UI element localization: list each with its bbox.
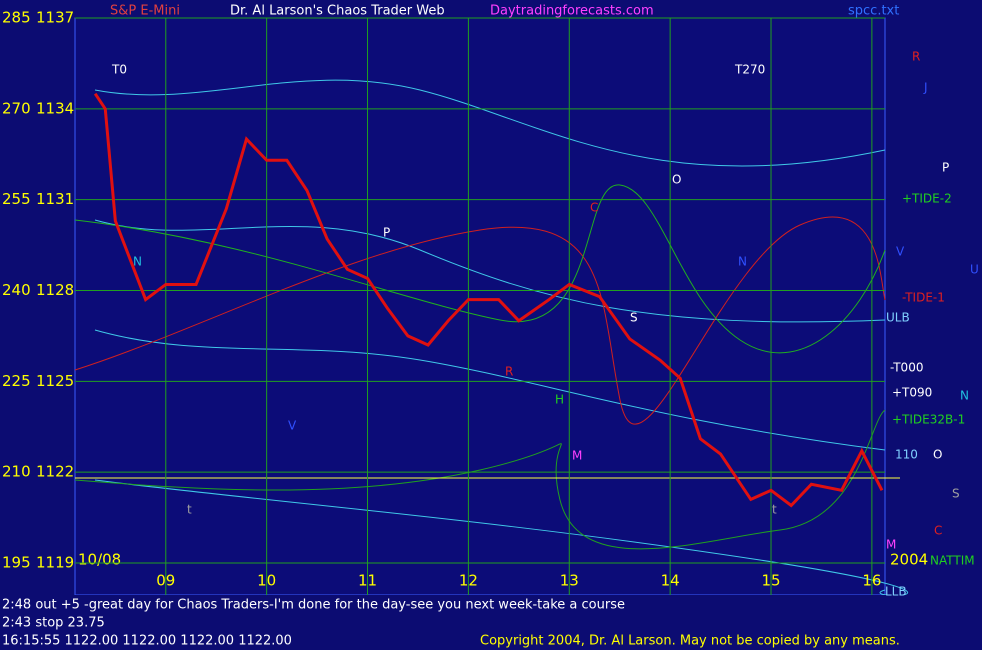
annotation: M [886, 538, 896, 552]
y2-tick-label: 1119 [36, 554, 74, 572]
x-tick-label: 15 [761, 572, 780, 590]
y-tick-label: 210 [2, 463, 31, 481]
footer-area [0, 595, 982, 650]
annotation: N [133, 255, 142, 269]
annotation: O [933, 448, 942, 462]
copyright: Copyright 2004, Dr. Al Larson. May not b… [480, 634, 900, 649]
annotation: +TIDE-2 [902, 192, 952, 206]
annotation: U [970, 263, 979, 277]
plot-area [74, 17, 886, 596]
y2-tick-label: 1137 [36, 9, 74, 27]
footer-line: 2:43 stop 23.75 [2, 616, 105, 631]
x-tick-label: 09 [156, 572, 175, 590]
annotation: T270 [734, 63, 765, 77]
annotation: S [952, 487, 960, 501]
annotation: -TIDE-1 [902, 291, 945, 305]
footer-line: 16:15:55 1122.00 1122.00 1122.00 1122.00 [2, 634, 292, 649]
tide-line [74, 216, 886, 425]
annotation: R [912, 50, 920, 64]
chart-subtitle: Daytradingforecasts.com [490, 4, 654, 19]
band-line [94, 219, 886, 323]
band-line [94, 79, 886, 167]
annotation: C [590, 201, 598, 215]
x-tick-label: 12 [459, 572, 478, 590]
annotation: +TIDE32B-1 [892, 413, 965, 427]
footer-line: 2:48 out +5 -great day for Chaos Traders… [2, 598, 625, 613]
annotation: +T090 [892, 386, 932, 400]
price-line [93, 92, 884, 508]
annotation: C [934, 524, 942, 538]
y-tick-label: 240 [2, 281, 31, 299]
annotation: T0 [111, 63, 127, 77]
annotation: M [572, 449, 582, 463]
annotation: S [630, 311, 638, 325]
annotation: t [187, 503, 192, 517]
y-tick-label: 270 [2, 99, 31, 117]
y2-tick-label: 1134 [36, 99, 74, 117]
y2-tick-label: 1125 [36, 372, 74, 390]
annotation: O [672, 173, 681, 187]
tide-line [74, 409, 886, 550]
x-tick-label: 16 [862, 572, 881, 590]
x-tick-label: 13 [560, 572, 579, 590]
x-tick-label: 14 [661, 572, 680, 590]
y-tick-label: 255 [2, 190, 31, 208]
annotation: LLB [885, 585, 907, 599]
annotation: J [923, 81, 928, 95]
y-tick-label: 225 [2, 372, 31, 390]
date-label: 10/08 [78, 551, 121, 569]
annotation: -T000 [890, 361, 923, 375]
tide-line [74, 184, 886, 354]
annotation: R [505, 365, 513, 379]
annotation: P [942, 161, 949, 175]
x-tick-label: 10 [257, 572, 276, 590]
annotation: N [960, 389, 969, 403]
annotation: t [772, 503, 777, 517]
y-tick-label: 285 [2, 9, 31, 27]
annotation: ULB [886, 311, 910, 325]
band-line [94, 329, 886, 451]
chart-title: Dr. Al Larson's Chaos Trader Web [230, 4, 445, 19]
annotation: H [555, 393, 564, 407]
y2-tick-label: 1131 [36, 190, 74, 208]
y2-tick-label: 1128 [36, 281, 74, 299]
annotation: P [383, 226, 390, 240]
annotation: V [896, 245, 905, 259]
year-label: 2004 [890, 551, 928, 569]
y-tick-label: 195 [2, 554, 31, 572]
annotation: N [738, 255, 747, 269]
file-name: spcc.txt [848, 4, 899, 19]
annotation: 110 [895, 448, 918, 462]
x-tick-label: 11 [358, 572, 377, 590]
symbol: S&P E-Mini [110, 4, 180, 19]
annotation: V [288, 419, 297, 433]
annotation: NATTIM [930, 554, 975, 568]
y2-tick-label: 1122 [36, 463, 74, 481]
